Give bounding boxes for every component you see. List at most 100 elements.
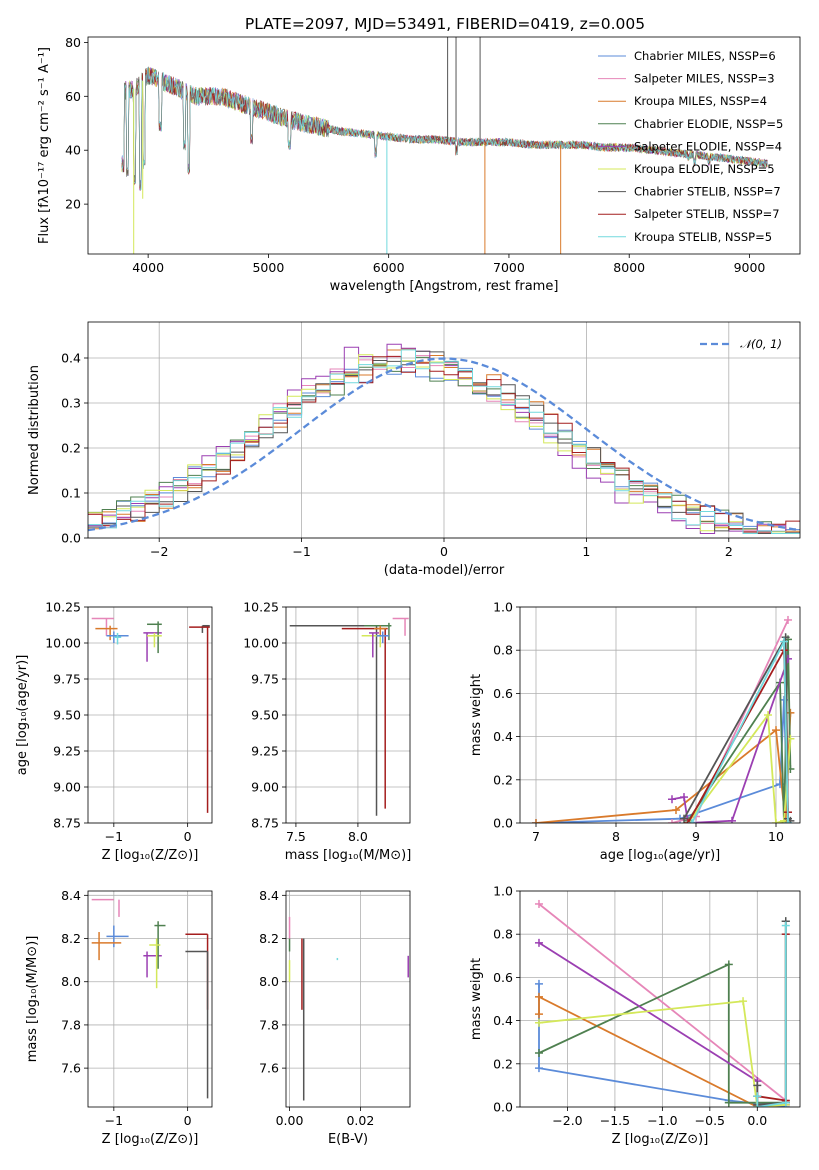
plot-frame (519, 606, 801, 824)
x-tick-label: 10 (768, 829, 784, 844)
y-tick-label: 9.25 (53, 744, 81, 759)
x-tick-label: 4000 (132, 260, 164, 275)
gridlines (88, 891, 212, 1107)
data-point (91, 932, 122, 961)
x-tick-label: 8 (612, 829, 620, 844)
y-tick-label: 7.8 (259, 1017, 279, 1032)
y-tick-label: 10.25 (243, 600, 279, 615)
series-marker (532, 819, 540, 823)
series-marker (780, 637, 788, 646)
y-tick-label: 9.75 (251, 672, 279, 687)
plot-area (532, 615, 795, 823)
series-marker (534, 1064, 543, 1073)
y-tick-label: 0.2 (493, 772, 513, 787)
y-axis-label: Normed distribution (27, 365, 42, 495)
x-tick-label: 8.0 (348, 829, 368, 844)
data-point (364, 622, 392, 641)
mass-vs-metallicity-panel: −1 0 7.6 7.8 8.0 8.2 8.4 Z [log₁₀(Z/Z⊙)] mass [l… (25, 888, 213, 1147)
mass-weight-vs-metallicity-panel: −2.0 −1.5 −1.0 −0.5 0.0 0.0 0.2 0.4 0.6 0.8 1.0 Z [… (469, 884, 801, 1147)
plot-frame (87, 890, 213, 1108)
series-marker (753, 1081, 762, 1090)
series-marker (781, 633, 790, 642)
data-point (95, 625, 118, 641)
x-tick-label: 8000 (613, 260, 645, 275)
plot-frame (87, 606, 213, 824)
y-tick-label: 60 (65, 89, 81, 104)
series-line (687, 639, 792, 823)
plot-area (91, 898, 209, 1099)
series-marker (781, 921, 790, 930)
x-axis-label: (data-model)/error (384, 563, 505, 578)
y-tick-label: 0.4 (493, 729, 513, 744)
plot-area (91, 617, 210, 813)
series-marker (534, 992, 543, 1001)
y-tick-label: 1.0 (493, 884, 513, 899)
y-tick-label: 9.50 (251, 708, 279, 723)
legend-label: Salpeter ELODIE, NSSP=4 (634, 139, 782, 153)
series-marker (753, 1092, 762, 1101)
y-tick-label: 10.00 (45, 636, 81, 651)
age-vs-mass-panel: 7.5 8.0 8.75 9.00 9.25 9.50 9.75 10.00 10.25 mass… (243, 600, 411, 864)
series-line (535, 699, 789, 823)
series-marker (672, 806, 680, 815)
x-tick-label: −0.5 (695, 1113, 725, 1128)
x-tick-label: −2 (150, 544, 168, 559)
x-tick-label: 0.0 (747, 1113, 767, 1128)
x-tick-label: 2 (725, 544, 733, 559)
y-tick-label: 0.0 (493, 1100, 513, 1115)
plot-frame (87, 321, 801, 539)
y-tick-label: 7.6 (61, 1061, 81, 1076)
plot-area (88, 343, 800, 534)
series-marker (786, 708, 795, 717)
data-point (185, 950, 209, 1099)
plot-area (288, 916, 409, 1101)
data-point (149, 938, 161, 989)
x-tick-label: 0.00 (276, 1113, 304, 1128)
plot-frame (519, 890, 801, 1108)
y-tick-label: 8.2 (259, 931, 279, 946)
y-tick-label: 8.2 (61, 931, 81, 946)
x-tick-label: 7.5 (286, 829, 306, 844)
series-marker (668, 819, 676, 823)
series-marker (534, 1010, 543, 1019)
x-tick-label: 9 (692, 829, 700, 844)
plot-area (289, 617, 409, 816)
y-tick-label: 0.4 (61, 351, 81, 366)
y-tick-label: 9.25 (251, 744, 279, 759)
y-tick-label: 0.0 (61, 531, 81, 546)
x-axis-label: Z [log₁₀(Z/Z⊙)] (102, 848, 199, 863)
series-marker (534, 1018, 543, 1027)
x-tick-label: 0 (440, 544, 448, 559)
gaussian-curve (88, 357, 800, 532)
age-vs-metallicity-panel: −1 0 8.75 9.00 9.25 9.50 9.75 10.00 10.25 Z [log₁… (15, 600, 213, 863)
series-marker (680, 793, 688, 802)
x-tick-label: 9000 (734, 260, 766, 275)
figure-title: PLATE=2097, MJD=53491, FIBERID=0419, z=0… (245, 15, 645, 33)
data-point (289, 624, 378, 816)
x-tick-label: 0 (184, 1113, 192, 1128)
series-line (687, 712, 792, 823)
y-tick-label: 9.75 (53, 672, 81, 687)
plot-frame (87, 36, 801, 255)
data-point (392, 617, 409, 636)
x-tick-label: −1 (292, 544, 310, 559)
data-point (185, 933, 209, 1010)
legend-label: 𝒩(0, 1) (740, 337, 782, 351)
x-tick-label: −1 (105, 1113, 123, 1128)
series-marker (772, 819, 780, 823)
plot-area (534, 899, 790, 1107)
series-marker (764, 711, 772, 719)
data-point (341, 627, 388, 809)
data-point (143, 951, 162, 978)
mass-vs-extinction-panel: 0.00 0.02 7.6 7.8 8.0 8.2 8.4 E(B-V) (259, 888, 411, 1147)
series-line (538, 903, 787, 1102)
data-point (147, 632, 162, 648)
x-tick-label: 7 (532, 829, 540, 844)
series-line (756, 921, 787, 1106)
data-point (189, 626, 210, 813)
series-marker (534, 1049, 543, 1057)
series-marker (784, 615, 792, 624)
legend-label: Kroupa STELIB, NSSP=5 (634, 230, 772, 244)
legend-label: Kroupa ELODIE, NSSP=5 (634, 162, 775, 176)
